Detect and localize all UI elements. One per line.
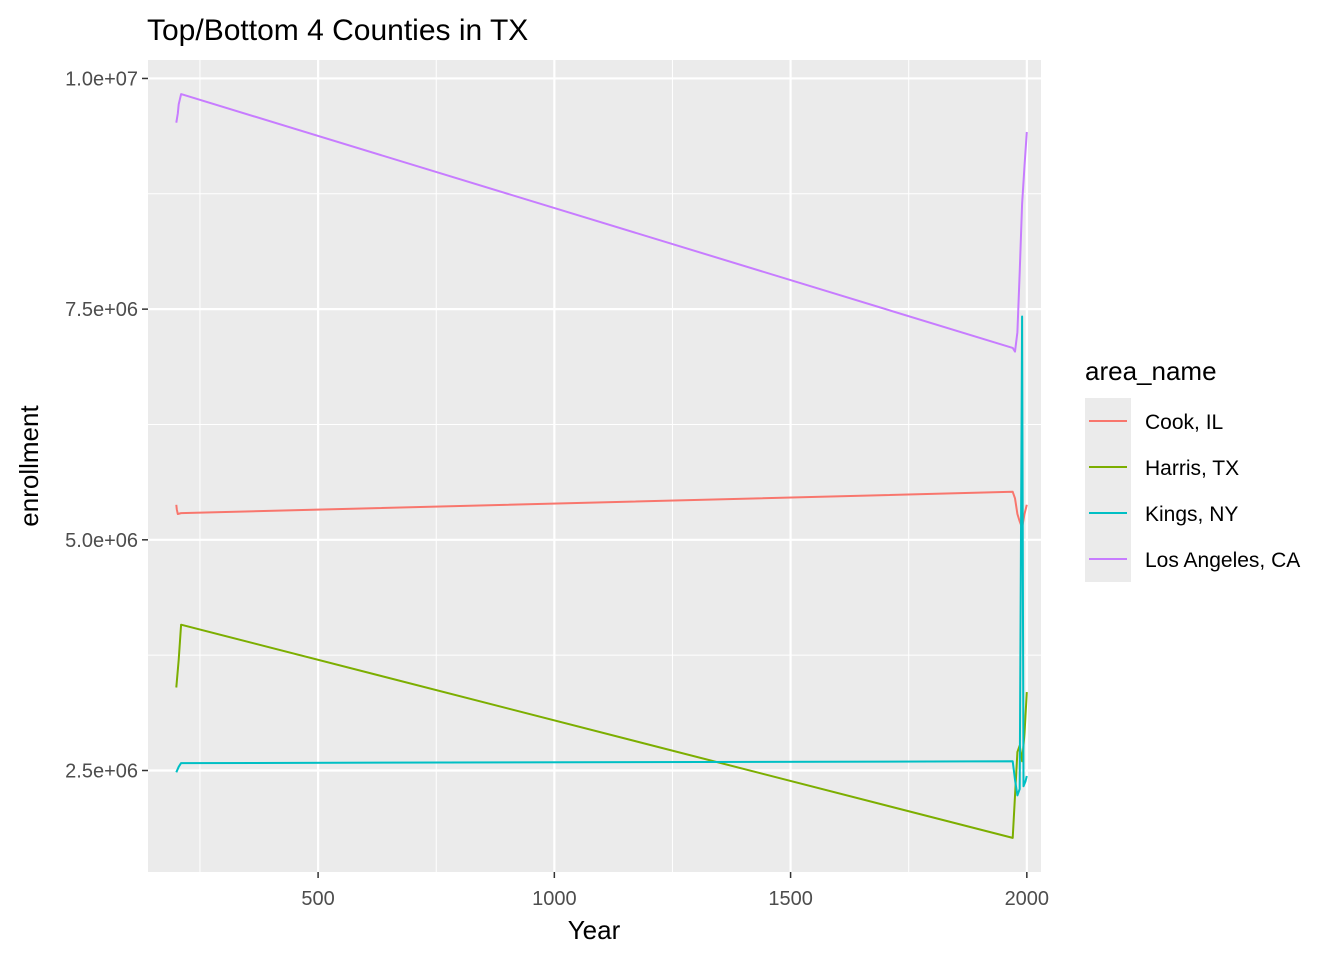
legend-item-cook-il: Cook, IL: [1085, 398, 1223, 444]
legend: area_name Cook, IL Harris, TX Kings, NY Los…: [1085, 356, 1300, 582]
x-tick-label: 500: [301, 888, 334, 910]
series-lines: [175, 93, 1028, 839]
x-axis-title: Year: [568, 915, 621, 945]
y-tick-label: 2.5e+06: [65, 761, 138, 783]
legend-item-kings-ny: Kings, NY: [1085, 490, 1238, 536]
y-tick-label: 1.0e+07: [65, 68, 138, 90]
y-axis-ticks: 2.5e+06 5.0e+06 7.5e+06 1.0e+07: [65, 68, 148, 783]
major-gridlines: [148, 60, 1041, 872]
x-axis-ticks: 500 1000 1500 2000: [301, 872, 1049, 910]
series-line-kings-ny: [175, 315, 1028, 797]
x-tick-label: 1000: [532, 888, 577, 910]
legend-item-harris-tx: Harris, TX: [1085, 444, 1239, 490]
legend-items: Cook, IL Harris, TX Kings, NY Los Angeles, …: [1085, 398, 1300, 582]
chart-title: Top/Bottom 4 Counties in TX: [147, 14, 528, 47]
legend-label: Los Angeles, CA: [1145, 549, 1300, 572]
y-tick-label: 5.0e+06: [65, 530, 138, 552]
plot-panel: [148, 60, 1041, 872]
x-tick-label: 1500: [768, 888, 813, 910]
series-line-los-angeles-ca: [175, 93, 1028, 353]
legend-item-los-angeles-ca: Los Angeles, CA: [1085, 536, 1300, 582]
legend-label: Harris, TX: [1145, 457, 1239, 480]
x-tick-label: 2000: [1005, 888, 1050, 910]
y-tick-label: 7.5e+06: [65, 299, 138, 321]
legend-label: Cook, IL: [1145, 411, 1223, 434]
legend-label: Kings, NY: [1145, 503, 1238, 526]
legend-title: area_name: [1085, 356, 1217, 386]
y-axis-title: enrollment: [14, 405, 44, 527]
